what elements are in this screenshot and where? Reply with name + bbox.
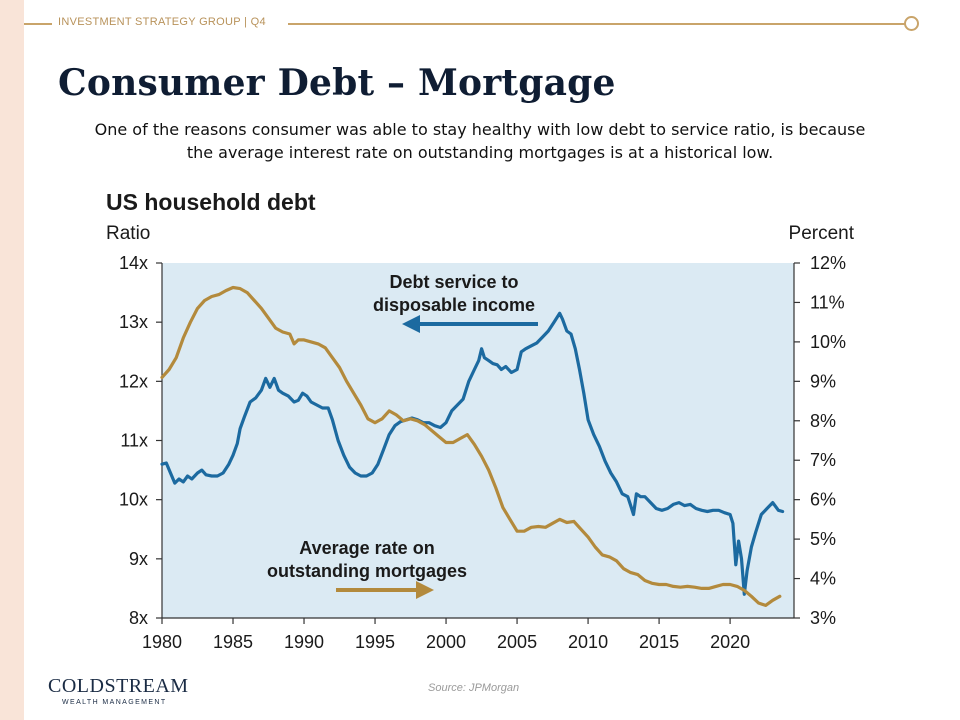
right-axis-label: Percent bbox=[789, 223, 855, 244]
left-tick-label: 10x bbox=[119, 490, 148, 510]
left-tick-label: 14x bbox=[119, 253, 148, 273]
x-tick-label: 1980 bbox=[142, 632, 182, 652]
left-tick-label: 9x bbox=[129, 549, 148, 569]
header-rule-left bbox=[24, 23, 52, 25]
right-tick-label: 3% bbox=[810, 608, 836, 628]
right-tick-label: 12% bbox=[810, 253, 846, 273]
slide-subtitle: One of the reasons consumer was able to … bbox=[40, 118, 920, 164]
annotations-group: Debt service to disposable income Averag… bbox=[267, 272, 538, 599]
mortgage-annotation-line-1: Average rate on bbox=[299, 538, 434, 558]
subtitle-line-2: the average interest rate on outstanding… bbox=[186, 143, 774, 162]
left-tick-label: 13x bbox=[119, 312, 148, 332]
x-tick-label: 2000 bbox=[426, 632, 466, 652]
page-title: Consumer Debt – Mortgage bbox=[58, 62, 616, 104]
right-tick-label: 11% bbox=[810, 292, 845, 312]
right-tick-label: 7% bbox=[810, 450, 836, 470]
right-tick-label: 8% bbox=[810, 411, 836, 431]
chart-title: US household debt bbox=[106, 189, 316, 215]
left-tick-label: 12x bbox=[119, 371, 148, 391]
mortgage-annotation-line-2: outstanding mortgages bbox=[267, 561, 467, 581]
series-group bbox=[160, 285, 785, 607]
x-tick-label: 1990 bbox=[284, 632, 324, 652]
subtitle-line-1: One of the reasons consumer was able to … bbox=[94, 120, 866, 139]
right-tick-label: 10% bbox=[810, 332, 846, 352]
right-tick-label: 9% bbox=[810, 371, 836, 391]
left-accent-band bbox=[0, 0, 24, 720]
household-debt-chart: US household debt Ratio Percent 14x 13x 12… bbox=[96, 184, 876, 664]
x-tick-label: 2010 bbox=[568, 632, 608, 652]
header-label: INVESTMENT STRATEGY GROUP | Q4 bbox=[58, 16, 266, 28]
left-tick-label: 11x bbox=[120, 431, 148, 451]
header-circle-marker bbox=[904, 16, 919, 31]
x-tick-label: 2005 bbox=[497, 632, 537, 652]
x-tick-label: 2015 bbox=[639, 632, 679, 652]
axes-group: 14x 13x 12x 11x 10x 9x 8x 12% 11% 10% 9% 8% 7% 6% 5% 4%… bbox=[119, 253, 846, 652]
debt-service-line bbox=[160, 311, 785, 596]
left-tick-label: 8x bbox=[129, 608, 148, 628]
plot-background bbox=[162, 263, 794, 618]
company-logo-tagline: WEALTH MANAGEMENT bbox=[62, 699, 167, 706]
x-tick-label: 1995 bbox=[355, 632, 395, 652]
right-tick-label: 6% bbox=[810, 490, 836, 510]
company-logo: COLDSTREAM bbox=[48, 675, 189, 697]
right-tick-label: 5% bbox=[810, 529, 836, 549]
mortgage-arrow-icon bbox=[336, 581, 434, 599]
source-note: Source: JPMorgan bbox=[428, 682, 520, 694]
x-tick-label: 1985 bbox=[213, 632, 253, 652]
x-tick-label: 2020 bbox=[710, 632, 750, 652]
mortgage-rate-line bbox=[160, 285, 782, 607]
debt-service-arrow-icon bbox=[402, 315, 538, 333]
debt-service-annotation-line-1: Debt service to bbox=[389, 272, 518, 292]
right-tick-label: 4% bbox=[810, 569, 836, 589]
chart-svg: US household debt Ratio Percent 14x 13x 12… bbox=[106, 189, 855, 652]
left-axis-label: Ratio bbox=[106, 223, 150, 244]
header-rule-right bbox=[288, 23, 906, 25]
debt-service-annotation-line-2: disposable income bbox=[373, 295, 535, 315]
